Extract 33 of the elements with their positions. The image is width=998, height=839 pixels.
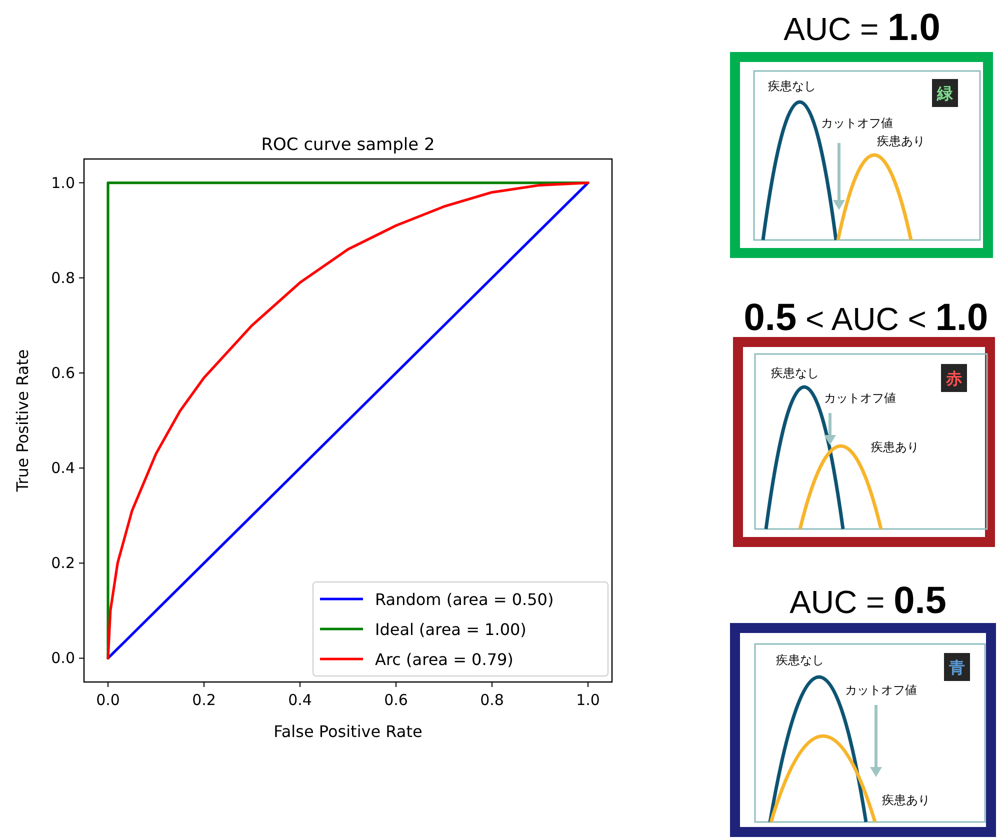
text: 疾患あり [877, 134, 925, 148]
x-tick-label: 0.6 [384, 691, 408, 709]
text: 赤 [945, 369, 962, 388]
x-tick-label: 1.0 [576, 691, 600, 709]
text: 疾患なし [768, 79, 816, 93]
text: AUC = 1.0 [784, 7, 940, 49]
text: AUC = 0.5 [790, 580, 946, 622]
legend-label: Random (area = 0.50) [375, 590, 554, 609]
text: カットオフ値 [821, 116, 893, 130]
y-tick-label: 0.4 [51, 459, 75, 478]
x-axis-title: False Positive Rate [274, 722, 422, 741]
text: 緑 [936, 84, 954, 103]
text: カットオフ値 [824, 391, 896, 405]
y-axis-title: True Positive Rate [13, 349, 32, 493]
y-tick-label: 1.0 [51, 174, 75, 192]
x-tick-label: 0.2 [192, 691, 216, 709]
text: 0.5 < AUC < 1.0 [744, 297, 988, 339]
text: 疾患なし [776, 653, 824, 667]
y-tick-label: 0.6 [51, 364, 75, 382]
text: 疾患あり [871, 440, 919, 454]
text: 疾患なし [771, 366, 819, 380]
y-tick-label: 0.0 [51, 649, 75, 668]
legend-label: Ideal (area = 1.00) [375, 620, 526, 639]
text: 青 [948, 658, 965, 677]
x-tick-label: 0.8 [480, 691, 504, 709]
y-tick-label: 0.2 [51, 554, 75, 572]
legend-label: Arc (area = 0.79) [375, 650, 514, 669]
x-tick-label: 0.4 [288, 691, 312, 709]
text: 疾患あり [882, 793, 930, 807]
text: カットオフ値 [845, 683, 917, 697]
x-tick-label: 0.0 [96, 691, 120, 709]
y-tick-label: 0.8 [51, 268, 75, 287]
chart-title: ROC curve sample 2 [261, 135, 435, 155]
